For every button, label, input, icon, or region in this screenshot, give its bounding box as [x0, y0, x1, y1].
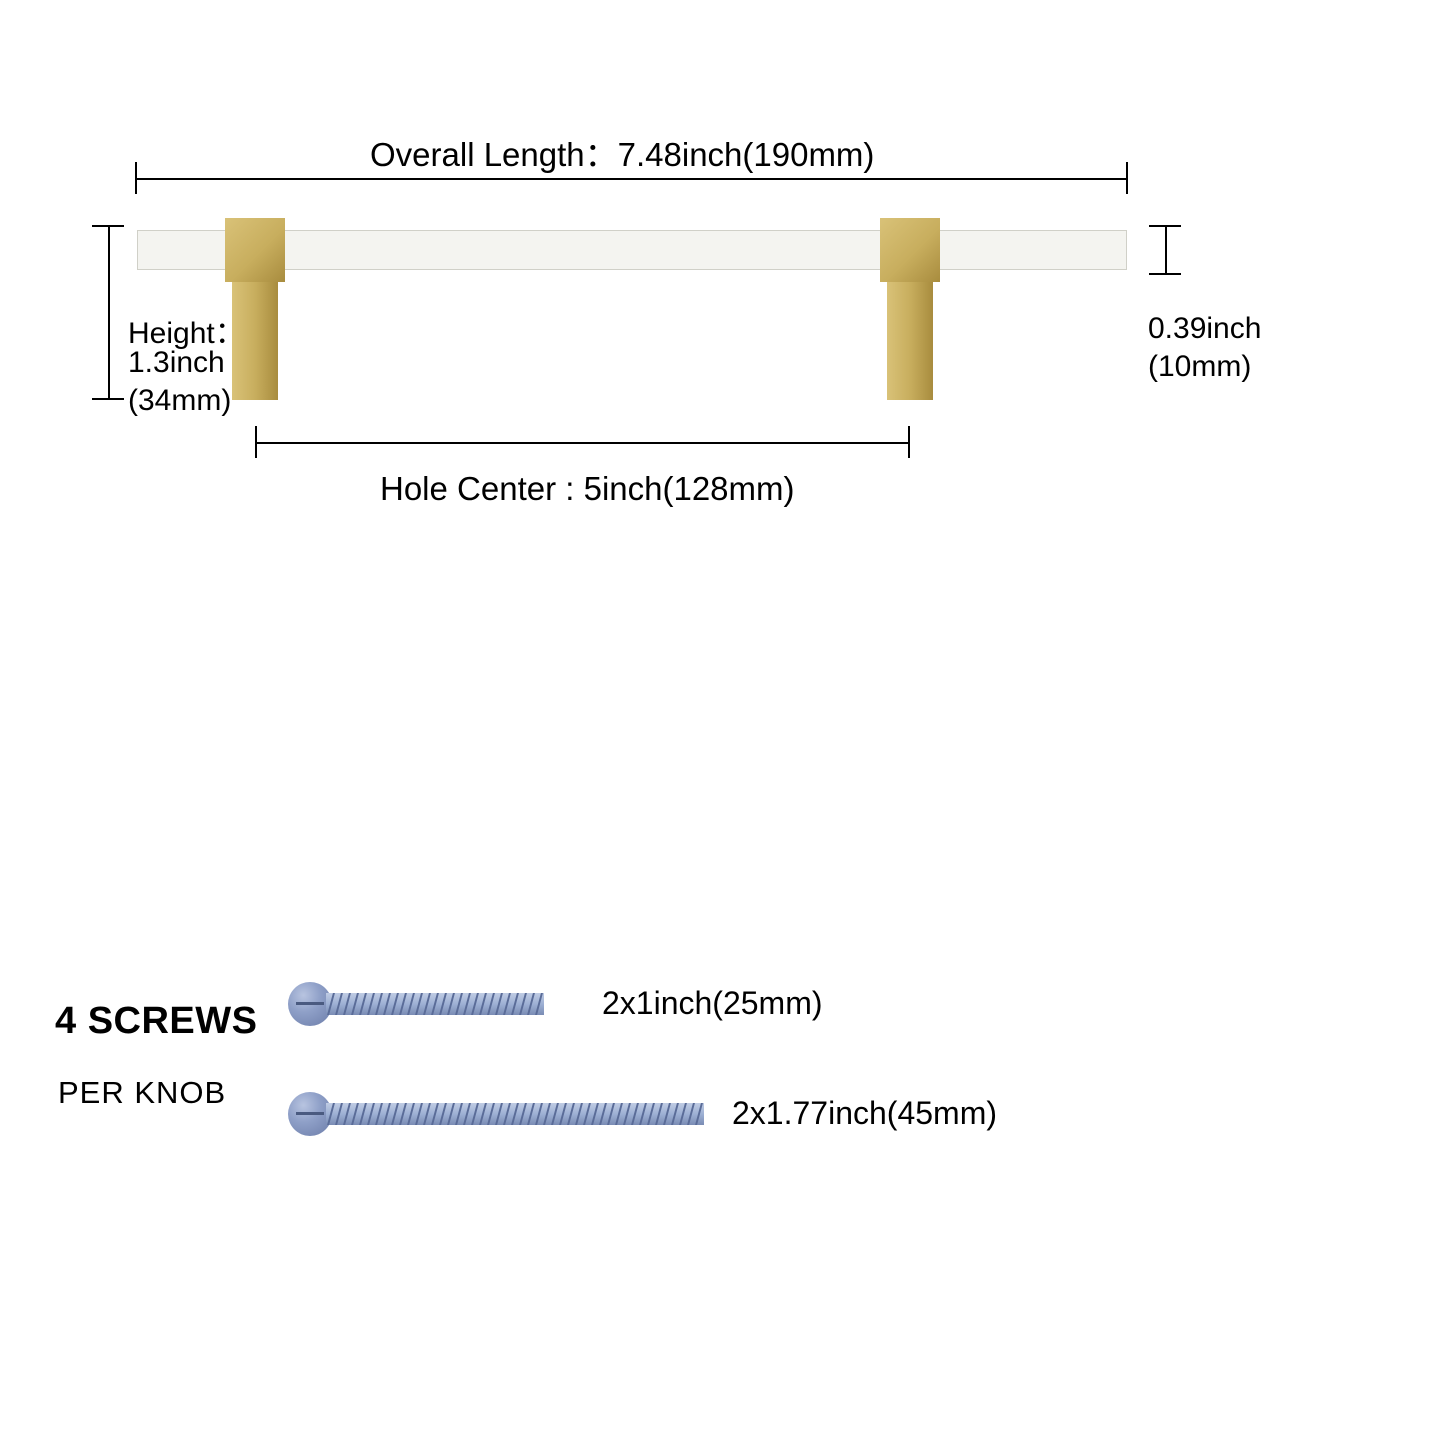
overall-length-tick-left: [135, 162, 137, 194]
screws-title-1: 4 SCREWS: [55, 1000, 257, 1043]
screw-long-label: 2x1.77inch(45mm): [732, 1095, 997, 1132]
screw-short: [288, 982, 550, 1026]
screw-long-shaft: [326, 1103, 704, 1125]
gold-leg-left-top: [225, 218, 285, 282]
acrylic-bar: [137, 230, 1127, 270]
thickness-label-2: (10mm): [1148, 350, 1251, 384]
height-line: [108, 225, 110, 400]
overall-length-line: [135, 178, 1128, 180]
screws-title-2: PER KNOB: [58, 1075, 226, 1111]
gold-leg-right-bot: [887, 282, 933, 400]
gold-leg-right-top: [880, 218, 940, 282]
hole-center-label: Hole Center : 5inch(128mm): [380, 470, 795, 508]
overall-length-label: Overall Length：7.48inch(190mm): [370, 128, 874, 176]
thickness-label-1: 0.39inch: [1148, 312, 1261, 346]
height-label-2: 1.3inch: [128, 346, 225, 380]
height-tick-top: [92, 225, 124, 227]
overall-length-tick-right: [1126, 162, 1128, 194]
hole-center-tick-left: [255, 426, 257, 458]
thickness-line: [1165, 225, 1167, 275]
screw-short-slot: [296, 1002, 324, 1005]
gold-leg-left-bot: [232, 282, 278, 400]
hole-center-line: [255, 442, 910, 444]
screw-long-slot: [296, 1112, 324, 1115]
hole-center-tick-right: [908, 426, 910, 458]
screw-short-label: 2x1inch(25mm): [602, 985, 823, 1022]
thickness-tick-top: [1149, 225, 1181, 227]
screw-long: [288, 1092, 710, 1136]
thickness-tick-bot: [1149, 273, 1181, 275]
height-tick-bot: [92, 398, 124, 400]
screw-short-shaft: [326, 993, 544, 1015]
height-label-3: (34mm): [128, 384, 231, 418]
